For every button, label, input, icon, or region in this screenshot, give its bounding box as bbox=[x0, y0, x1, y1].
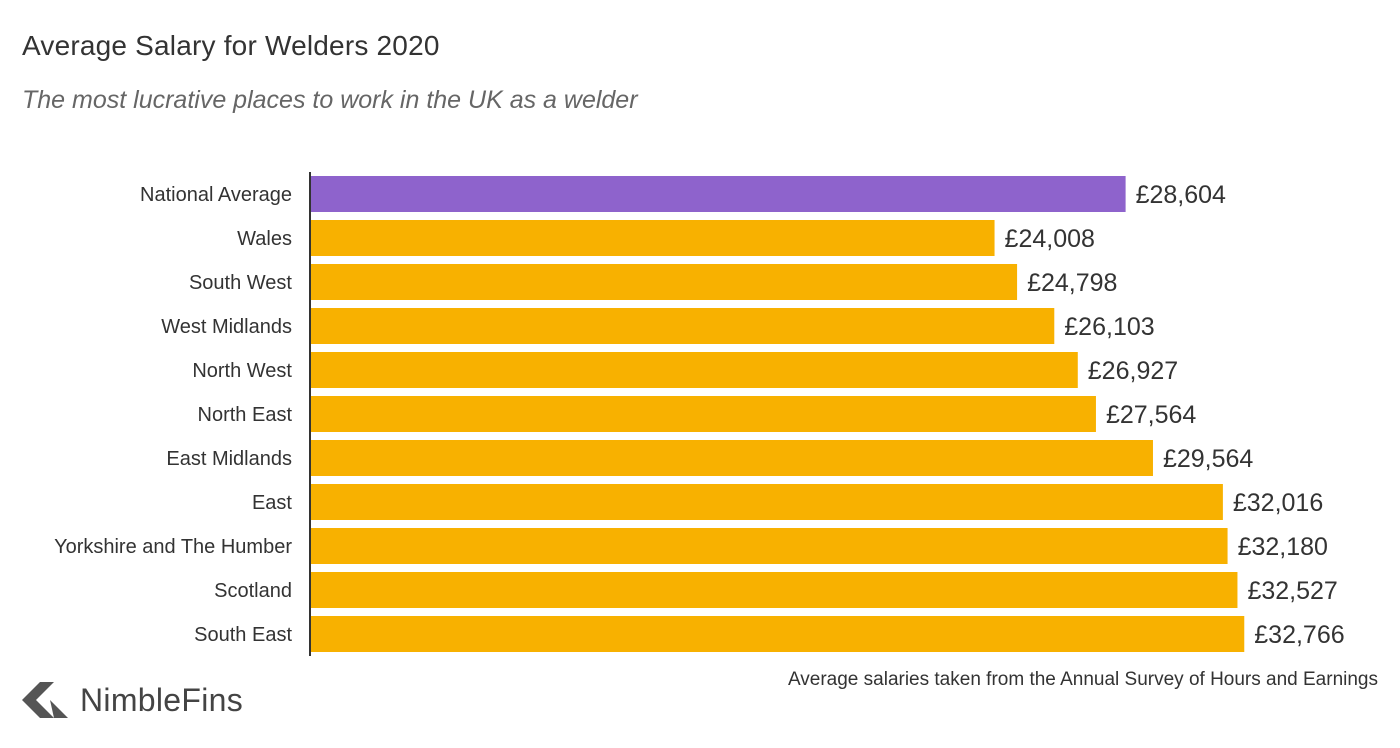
bar-west-midlands bbox=[310, 308, 1055, 344]
value-label: £29,564 bbox=[1163, 445, 1253, 473]
value-label: £24,008 bbox=[1005, 225, 1095, 253]
category-label: Scotland bbox=[214, 580, 292, 602]
chart-subtitle: The most lucrative places to work in the… bbox=[22, 86, 638, 114]
bar-national-average bbox=[310, 176, 1126, 212]
brand-logo: NimbleFins bbox=[20, 680, 243, 720]
bar-south-west bbox=[310, 264, 1018, 300]
category-label: Wales bbox=[237, 228, 292, 250]
bar-east bbox=[310, 484, 1223, 520]
bar-north-west bbox=[310, 352, 1078, 388]
category-label: West Midlands bbox=[161, 316, 292, 338]
category-label: North East bbox=[198, 404, 293, 426]
value-label: £24,798 bbox=[1027, 269, 1117, 297]
source-note: Average salaries taken from the Annual S… bbox=[787, 669, 1378, 690]
value-label: £32,766 bbox=[1254, 621, 1344, 649]
nimblefins-chevron-icon bbox=[22, 682, 68, 718]
category-label: East bbox=[252, 492, 292, 514]
value-label: £32,016 bbox=[1233, 489, 1323, 517]
bar-east-midlands bbox=[310, 440, 1153, 476]
bar-chart: National Average £28,604 Wales £24,008 South… bbox=[54, 172, 1345, 656]
brand-name: NimbleFins bbox=[80, 681, 244, 718]
chart-title: Average Salary for Welders 2020 bbox=[22, 30, 440, 61]
bar-yorkshire-and-the-humber bbox=[310, 528, 1228, 564]
bar-scotland bbox=[310, 572, 1238, 608]
value-label: £28,604 bbox=[1136, 181, 1226, 209]
category-label: East Midlands bbox=[166, 448, 292, 470]
value-label: £27,564 bbox=[1106, 401, 1196, 429]
value-label: £26,103 bbox=[1064, 313, 1154, 341]
category-label: Yorkshire and The Humber bbox=[54, 536, 292, 558]
value-label: £32,527 bbox=[1247, 577, 1337, 605]
bar-south-east bbox=[310, 616, 1245, 652]
category-label: South East bbox=[194, 624, 292, 646]
value-label: £32,180 bbox=[1238, 533, 1328, 561]
value-label: £26,927 bbox=[1088, 357, 1178, 385]
bar-wales bbox=[310, 220, 995, 256]
category-label: National Average bbox=[140, 184, 292, 206]
category-label: North West bbox=[192, 360, 292, 382]
bar-north-east bbox=[310, 396, 1096, 432]
category-label: South West bbox=[189, 272, 292, 294]
